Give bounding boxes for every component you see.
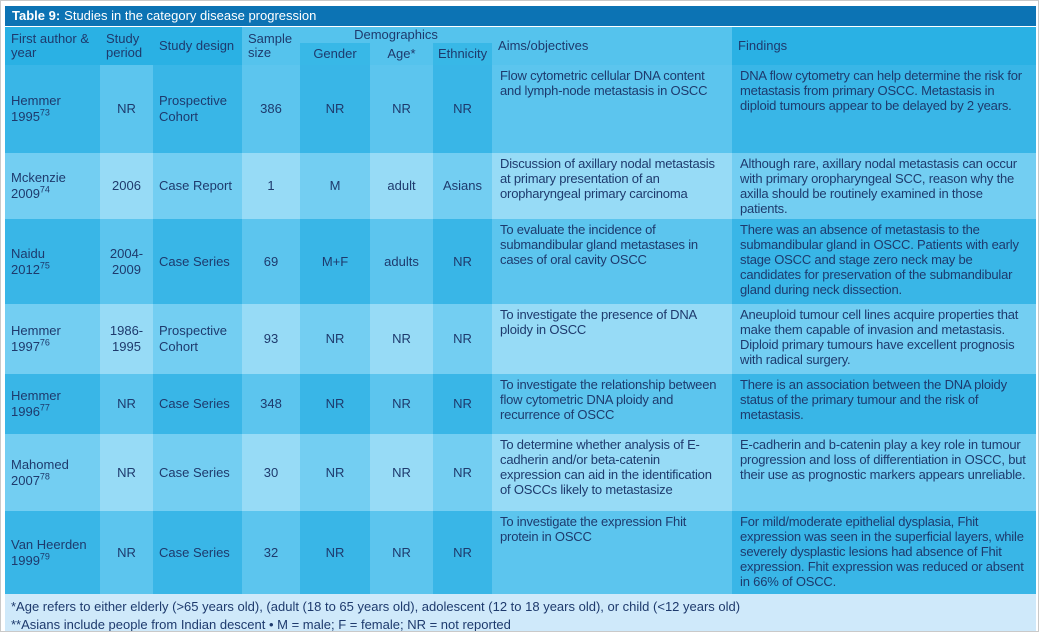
table-title-bar: Table 9: Studies in the category disease … bbox=[5, 6, 1036, 26]
cell-findings: DNA flow cytometry can help determine th… bbox=[732, 65, 1037, 153]
table-row: Hemmer 199573 NR Prospective Cohort 386 N… bbox=[5, 65, 1037, 153]
citation-ref: 75 bbox=[39, 260, 50, 271]
cell-findings: For mild/moderate epithelial dysplasia, … bbox=[732, 511, 1037, 594]
col-header-ethnicity: Ethnicity bbox=[433, 43, 493, 65]
cell-gender: NR bbox=[300, 304, 370, 374]
cell-ethnicity: NR bbox=[433, 304, 493, 374]
table-header: First author & year Study period Study d… bbox=[5, 27, 1037, 65]
cell-sample-size: 386 bbox=[242, 65, 300, 153]
cell-age: adult bbox=[370, 153, 433, 219]
cell-aims: To investigate the expression Fhit prote… bbox=[492, 511, 733, 594]
cell-ethnicity: NR bbox=[433, 374, 493, 434]
cell-study-design: Prospective Cohort bbox=[153, 304, 242, 374]
cell-gender: NR bbox=[300, 374, 370, 434]
cell-study-design: Case Series bbox=[153, 219, 242, 304]
cell-study-period: NR bbox=[100, 511, 153, 594]
cell-aims: Flow cytometric cellular DNA content and… bbox=[492, 65, 733, 153]
cell-gender: NR bbox=[300, 511, 370, 594]
col-header-aims: Aims/objectives bbox=[492, 27, 733, 65]
table-body: Hemmer 199573 NR Prospective Cohort 386 N… bbox=[5, 65, 1037, 594]
cell-aims: To investigate the relationship between … bbox=[492, 374, 733, 434]
cell-first-author: Mahomed 200778 bbox=[5, 434, 100, 511]
table-number-label: Table 9: bbox=[12, 8, 61, 23]
cell-age: NR bbox=[370, 65, 433, 153]
cell-study-period: NR bbox=[100, 65, 153, 153]
cell-sample-size: 1 bbox=[242, 153, 300, 219]
cell-study-design: Case Series bbox=[153, 511, 242, 594]
table-footnotes: *Age refers to either elderly (>65 years… bbox=[5, 594, 1036, 632]
cell-findings: E-cadherin and b-catenin play a key role… bbox=[732, 434, 1037, 511]
cell-age: adults bbox=[370, 219, 433, 304]
cell-first-author: Van Heerden 199979 bbox=[5, 511, 100, 594]
col-header-study-period: Study period bbox=[100, 27, 153, 65]
cell-findings: Although rare, axillary nodal metastasis… bbox=[732, 153, 1037, 219]
table-row: Van Heerden 199979 NR Case Series 32 NR N… bbox=[5, 511, 1037, 594]
cell-sample-size: 348 bbox=[242, 374, 300, 434]
cell-study-period: 2004-2009 bbox=[100, 219, 153, 304]
cell-sample-size: 32 bbox=[242, 511, 300, 594]
cell-ethnicity: NR bbox=[433, 434, 493, 511]
cell-age: NR bbox=[370, 374, 433, 434]
cell-first-author: Hemmer 199573 bbox=[5, 65, 100, 153]
cell-ethnicity: NR bbox=[433, 511, 493, 594]
cell-sample-size: 93 bbox=[242, 304, 300, 374]
citation-ref: 79 bbox=[39, 551, 50, 562]
cell-first-author: Hemmer 199776 bbox=[5, 304, 100, 374]
citation-ref: 73 bbox=[39, 107, 50, 118]
cell-gender: NR bbox=[300, 65, 370, 153]
cell-study-design: Case Series bbox=[153, 374, 242, 434]
cell-aims: To evaluate the incidence of submandibul… bbox=[492, 219, 733, 304]
col-header-findings: Findings bbox=[732, 27, 1037, 65]
cell-study-period: NR bbox=[100, 374, 153, 434]
cell-ethnicity: NR bbox=[433, 65, 493, 153]
cell-study-period: 2006 bbox=[100, 153, 153, 219]
table-row: Mahomed 200778 NR Case Series 30 NR NR NR… bbox=[5, 434, 1037, 511]
studies-table: First author & year Study period Study d… bbox=[5, 27, 1037, 594]
cell-gender: M bbox=[300, 153, 370, 219]
cell-ethnicity: Asians bbox=[433, 153, 493, 219]
citation-ref: 77 bbox=[39, 402, 50, 413]
cell-study-design: Prospective Cohort bbox=[153, 65, 242, 153]
col-header-sample-size: Sample size bbox=[242, 27, 300, 65]
cell-ethnicity: NR bbox=[433, 219, 493, 304]
footnote-abbreviations: **Asians include people from Indian desc… bbox=[11, 617, 511, 632]
cell-study-design: Case Report bbox=[153, 153, 242, 219]
study-table: Table 9: Studies in the category disease … bbox=[5, 6, 1037, 632]
cell-sample-size: 69 bbox=[242, 219, 300, 304]
cell-study-period: NR bbox=[100, 434, 153, 511]
col-header-first-author: First author & year bbox=[5, 27, 100, 65]
table-row: Hemmer 199677 NR Case Series 348 NR NR NR… bbox=[5, 374, 1037, 434]
table-title-text: Studies in the category disease progress… bbox=[64, 8, 317, 23]
cell-first-author: Hemmer 199677 bbox=[5, 374, 100, 434]
citation-ref: 78 bbox=[39, 471, 50, 482]
cell-sample-size: 30 bbox=[242, 434, 300, 511]
cell-first-author: Naidu 201275 bbox=[5, 219, 100, 304]
cell-study-period: 1986-1995 bbox=[100, 304, 153, 374]
cell-gender: NR bbox=[300, 434, 370, 511]
cell-age: NR bbox=[370, 304, 433, 374]
table-row: Naidu 201275 2004-2009 Case Series 69 M+F… bbox=[5, 219, 1037, 304]
cell-aims: To investigate the presence of DNA ploid… bbox=[492, 304, 733, 374]
cell-findings: There is an association between the DNA … bbox=[732, 374, 1037, 434]
citation-ref: 76 bbox=[39, 337, 50, 348]
col-header-demographics: Demographics bbox=[300, 27, 493, 43]
cell-age: NR bbox=[370, 434, 433, 511]
cell-age: NR bbox=[370, 511, 433, 594]
col-header-study-design: Study design bbox=[153, 27, 242, 65]
cell-study-design: Case Series bbox=[153, 434, 242, 511]
col-header-age: Age* bbox=[370, 43, 433, 65]
cell-aims: Discussion of axillary nodal metastasis … bbox=[492, 153, 733, 219]
footnote-age: *Age refers to either elderly (>65 years… bbox=[11, 599, 741, 614]
table-row: Mckenzie 200974 2006 Case Report 1 M adul… bbox=[5, 153, 1037, 219]
cell-aims: To determine whether analysis of E-cadhe… bbox=[492, 434, 733, 511]
citation-ref: 74 bbox=[39, 184, 50, 195]
col-header-gender: Gender bbox=[300, 43, 370, 65]
table-row: Hemmer 199776 1986-1995 Prospective Cohor… bbox=[5, 304, 1037, 374]
cell-findings: Aneuploid tumour cell lines acquire prop… bbox=[732, 304, 1037, 374]
cell-findings: There was an absence of metastasis to th… bbox=[732, 219, 1037, 304]
cell-gender: M+F bbox=[300, 219, 370, 304]
cell-first-author: Mckenzie 200974 bbox=[5, 153, 100, 219]
